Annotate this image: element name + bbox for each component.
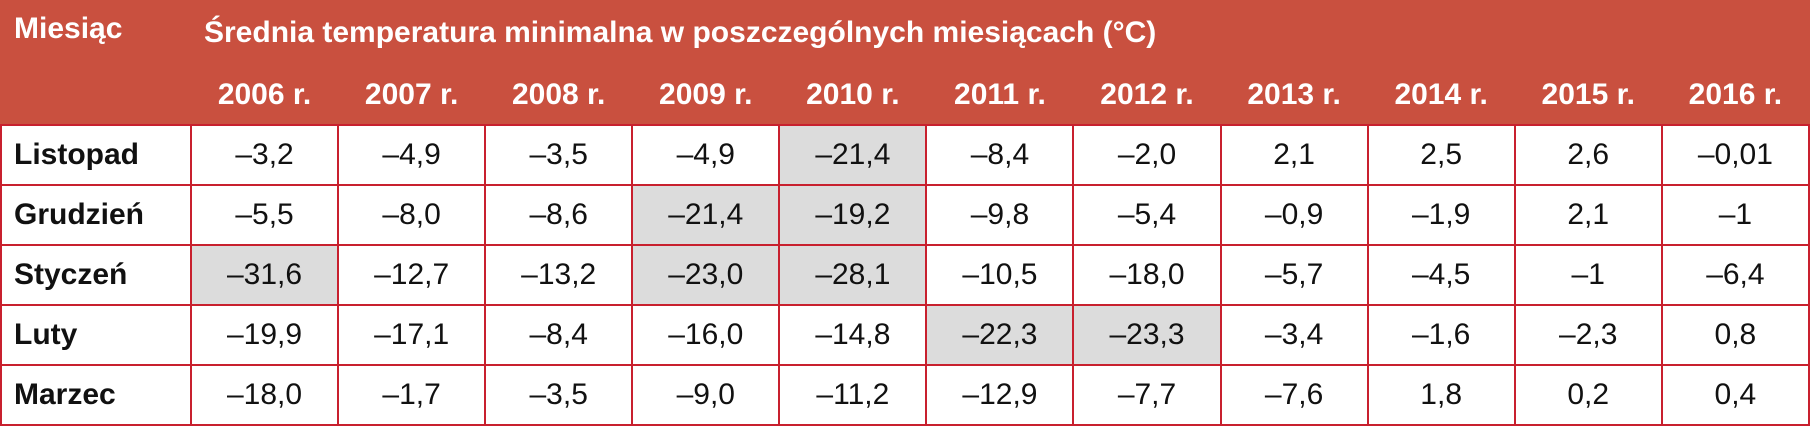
temperature-cell: –13,2	[484, 244, 634, 306]
month-label: Styczeń	[0, 244, 192, 306]
year-header: 2014 r.	[1366, 63, 1516, 126]
temperature-cell: –4,5	[1366, 244, 1516, 306]
temperature-cell: –1,9	[1366, 184, 1516, 246]
temperature-cell: –2,0	[1072, 124, 1222, 186]
temperature-cell: –1	[1513, 244, 1663, 306]
temperature-cell: –1,6	[1366, 304, 1516, 366]
temperature-cell: –0,9	[1219, 184, 1369, 246]
temperature-cell: –8,4	[484, 304, 634, 366]
data-row: Styczeń –31,6 –12,7 –13,2 –23,0 –28,1 –10,5 –18…	[0, 244, 1810, 306]
temperature-cell: –9,8	[925, 184, 1075, 246]
year-header: 2006 r.	[189, 63, 340, 126]
subtitle-header: Średnia temperatura minimalna w poszczeg…	[190, 0, 1810, 65]
temperature-cell: –0,01	[1660, 124, 1810, 186]
temperature-cell: –1	[1660, 184, 1810, 246]
temperature-cell: –9,0	[631, 364, 781, 426]
temperature-cell: –16,0	[631, 304, 781, 366]
temperature-cell: –2,3	[1513, 304, 1663, 366]
temperature-cell: –17,1	[337, 304, 487, 366]
temperature-cell: –31,6	[189, 244, 340, 306]
temperature-cell: –18,0	[1072, 244, 1222, 306]
month-label: Luty	[0, 304, 192, 366]
year-header: 2012 r.	[1072, 63, 1222, 126]
temperature-cell: –7,6	[1219, 364, 1369, 426]
temperature-cell: –10,5	[925, 244, 1075, 306]
year-header: 2016 r.	[1660, 63, 1810, 126]
temperature-cell: –14,8	[778, 304, 928, 366]
temperature-cell: –8,0	[337, 184, 487, 246]
temperature-cell: –4,9	[631, 124, 781, 186]
data-row: Luty –19,9 –17,1 –8,4 –16,0 –14,8 –22,3 –23,3 –3…	[0, 304, 1810, 366]
temperature-cell: –6,4	[1660, 244, 1810, 306]
year-header: 2011 r.	[925, 63, 1075, 126]
temperature-cell: –11,2	[778, 364, 928, 426]
temperature-cell: –3,2	[189, 124, 340, 186]
year-header: 2013 r.	[1219, 63, 1369, 126]
data-row: Listopad –3,2 –4,9 –3,5 –4,9 –21,4 –8,4 –2,0 2,1…	[0, 124, 1810, 186]
temperature-cell: 0,4	[1660, 364, 1810, 426]
temperature-cell: –4,9	[337, 124, 487, 186]
year-header: 2007 r.	[337, 63, 487, 126]
month-header: Miesiąc	[0, 0, 192, 126]
temperature-cell: –3,5	[484, 124, 634, 186]
temperature-cell: –19,9	[189, 304, 340, 366]
temperature-cell: –1,7	[337, 364, 487, 426]
temperature-cell: –22,3	[925, 304, 1075, 366]
temperature-cell: 0,2	[1513, 364, 1663, 426]
temperature-cell: –18,0	[189, 364, 340, 426]
header-row: Miesiąc Średnia temperatura minimalna w …	[0, 0, 1810, 126]
temperature-cell: 0,8	[1660, 304, 1810, 366]
temperature-cell: –21,4	[778, 124, 928, 186]
temperature-cell: –12,9	[925, 364, 1075, 426]
temperature-cell: –23,0	[631, 244, 781, 306]
temperature-cell: –5,4	[1072, 184, 1222, 246]
month-label: Listopad	[0, 124, 192, 186]
temperature-cell: –19,2	[778, 184, 928, 246]
year-row: 2006 r. 2007 r. 2008 r. 2009 r. 2010 r. 2011 …	[1, 63, 1810, 126]
temperature-cell: 2,6	[1513, 124, 1663, 186]
temperature-cell: –7,7	[1072, 364, 1222, 426]
temperature-cell: –21,4	[631, 184, 781, 246]
table-head: Miesiąc Średnia temperatura minimalna w …	[0, 0, 1810, 126]
temperature-cell: –23,3	[1072, 304, 1222, 366]
month-label: Grudzień	[0, 184, 192, 246]
temperature-cell: –3,5	[484, 364, 634, 426]
year-header: 2010 r.	[778, 63, 928, 126]
data-row: Grudzień –5,5 –8,0 –8,6 –21,4 –19,2 –9,8 –5,4 –0…	[0, 184, 1810, 246]
temperature-cell: –5,5	[189, 184, 340, 246]
temperature-cell: 2,1	[1513, 184, 1663, 246]
temperature-cell: 2,1	[1219, 124, 1369, 186]
temperature-cell: 2,5	[1366, 124, 1516, 186]
temperature-cell: –8,4	[925, 124, 1075, 186]
temperature-cell: –12,7	[337, 244, 487, 306]
year-header: 2008 r.	[484, 63, 634, 126]
temperature-cell: –8,6	[484, 184, 634, 246]
table-body: Listopad –3,2 –4,9 –3,5 –4,9 –21,4 –8,4 –2,0 2,1…	[0, 124, 1810, 426]
temperature-cell: –28,1	[778, 244, 928, 306]
data-row: Marzec –18,0 –1,7 –3,5 –9,0 –11,2 –12,9 –7,7 –7,…	[0, 364, 1810, 426]
temperature-cell: 1,8	[1366, 364, 1516, 426]
year-header: 2015 r.	[1513, 63, 1663, 126]
temperature-cell: –3,4	[1219, 304, 1369, 366]
month-label: Marzec	[0, 364, 192, 426]
year-header: 2009 r.	[631, 63, 781, 126]
temperature-cell: –5,7	[1219, 244, 1369, 306]
